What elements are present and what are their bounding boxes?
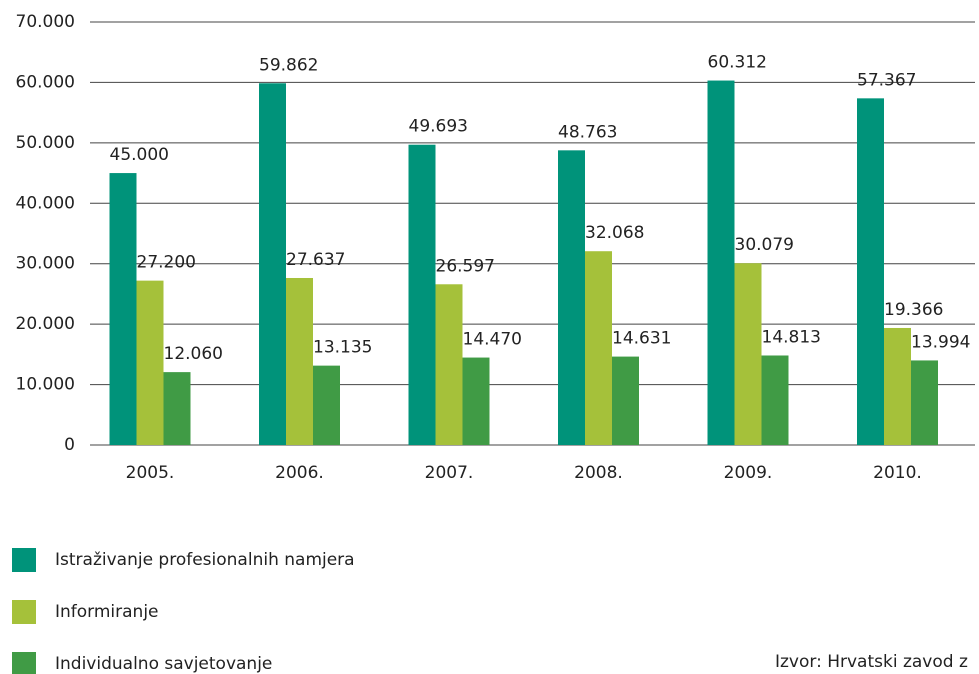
data-label: 12.060 <box>164 344 223 364</box>
data-label: 14.631 <box>612 329 671 349</box>
bar <box>109 173 137 446</box>
x-tick-label: 2007. <box>425 463 474 483</box>
bar <box>136 280 164 445</box>
legend-label: Individualno savjetovanje <box>55 654 272 674</box>
data-label: 19.366 <box>884 300 943 320</box>
bar <box>857 98 884 445</box>
data-label: 59.862 <box>259 55 318 75</box>
bar <box>259 83 286 446</box>
data-label: 48.763 <box>558 122 617 142</box>
data-label: 57.367 <box>857 70 916 90</box>
bar <box>408 144 436 446</box>
y-tick-label: 50.000 <box>16 133 75 153</box>
x-tick-label: 2005. <box>126 463 175 483</box>
legend-swatch <box>12 548 36 572</box>
y-tick-label: 10.000 <box>16 375 75 395</box>
y-tick-label: 60.000 <box>16 72 75 92</box>
data-label: 49.693 <box>409 117 468 137</box>
y-tick-label: 20.000 <box>16 314 75 334</box>
legend-label: Informiranje <box>55 602 159 622</box>
data-label: 14.470 <box>463 330 522 350</box>
bar <box>911 360 938 445</box>
data-label: 30.079 <box>735 235 794 255</box>
x-tick-label: 2010. <box>873 463 922 483</box>
data-label: 27.200 <box>137 253 196 273</box>
bar <box>761 355 789 445</box>
data-label: 45.000 <box>110 145 169 165</box>
source-note: Izvor: Hrvatski zavod z <box>775 652 968 672</box>
bar <box>313 365 340 445</box>
bar <box>707 80 735 445</box>
data-label: 13.135 <box>313 338 372 358</box>
bar <box>884 327 911 445</box>
data-label: 60.312 <box>708 53 767 73</box>
bar <box>163 372 191 445</box>
legend-swatch <box>12 600 36 624</box>
bar <box>734 263 762 445</box>
data-label: 27.637 <box>286 250 345 270</box>
bar <box>558 150 585 445</box>
legend-label: Istraživanje profesionalnih namjera <box>55 550 355 570</box>
data-label: 13.994 <box>911 332 970 352</box>
bar <box>612 356 639 445</box>
y-tick-label: 30.000 <box>16 254 75 274</box>
y-tick-label: 0 <box>64 435 75 455</box>
data-label: 14.813 <box>762 327 821 347</box>
data-label: 32.068 <box>585 223 644 243</box>
y-tick-label: 40.000 <box>16 193 75 213</box>
bar <box>435 284 463 445</box>
bar <box>462 357 490 445</box>
data-label: 26.597 <box>436 256 495 276</box>
bar <box>286 277 313 445</box>
x-tick-label: 2006. <box>275 463 324 483</box>
bar <box>585 251 612 445</box>
x-tick-label: 2008. <box>574 463 623 483</box>
x-tick-label: 2009. <box>724 463 773 483</box>
legend-swatch <box>12 652 36 674</box>
y-tick-label: 70.000 <box>16 12 75 32</box>
